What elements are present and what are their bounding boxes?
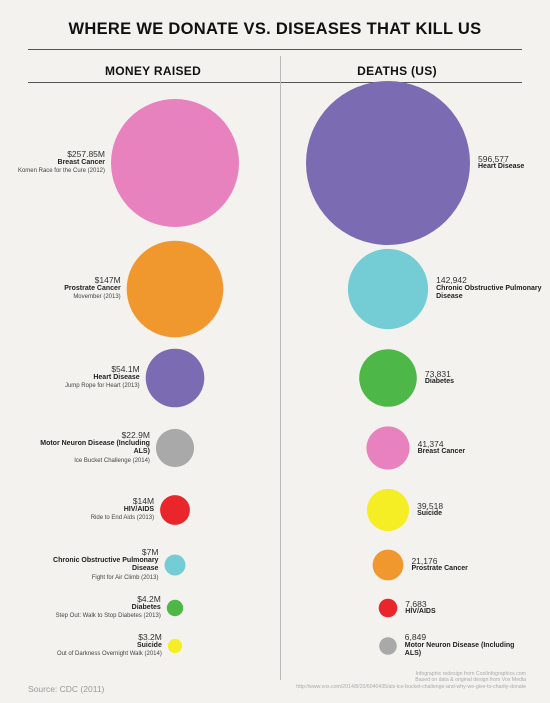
campaign-label: Fight for Air Climb (2013) <box>91 574 159 581</box>
money-bubble-1 <box>111 99 239 227</box>
deaths-label-1: 596,577 Heart Disease <box>478 153 550 172</box>
source-note: Source: CDC (2011) <box>28 684 105 694</box>
value-label: 596,577 <box>478 153 509 164</box>
value-label: 21,176 <box>411 555 438 566</box>
value-label: $7M <box>141 547 159 557</box>
value-label: $257.85M <box>67 149 105 159</box>
category-label: Breast Cancer <box>57 158 105 166</box>
deaths-bubble-3 <box>359 349 417 407</box>
deaths-bubble-6 <box>372 549 404 581</box>
money-bubble-7 <box>166 599 184 617</box>
campaign-label: Jump Rope for Heart (2013) <box>64 383 140 390</box>
value-label: 7,683 <box>405 598 427 609</box>
category-label: Diabetes <box>131 603 161 611</box>
money-label-1: $257.85M Breast Cancer Komen Race for the … <box>0 150 105 176</box>
money-bubble-8 <box>167 638 183 654</box>
money-bubble-6 <box>164 554 186 576</box>
value-label: $22.9M <box>121 430 150 440</box>
money-label-7: $4.2M Diabetes Step Out: Walk to Stop Diab… <box>43 595 161 621</box>
campaign-label: Ice Bucket Challenge (2014) <box>74 457 150 464</box>
deaths-bubble-1 <box>306 81 470 245</box>
deaths-label-4: 41,374 Breast Cancer <box>417 438 538 457</box>
main-title: WHERE WE DONATE VS. DISEASES THAT KILL U… <box>68 20 482 38</box>
deaths-label-2: 142,942 Chronic Obstructive Pulmonary Dis… <box>436 276 550 302</box>
value-label: $3.2M <box>138 632 162 642</box>
value-label: $14M <box>132 496 155 506</box>
credit-line-1: Infographic redesign from CoolInfographi… <box>415 671 526 677</box>
money-bubble-2 <box>126 240 224 338</box>
category-label: HIV/AIDS <box>405 608 436 616</box>
deaths-label-8: 6,849 Motor Neuron Disease (Including ALS… <box>405 633 525 659</box>
category-label: Chronic Obstructive Pulmonary Disease <box>436 284 542 301</box>
category-label: Chronic Obstructive Pulmonary Disease <box>53 556 159 573</box>
deaths-bubble-5 <box>366 488 410 532</box>
category-label: Suicide <box>136 641 162 649</box>
money-label-4: $22.9M Motor Neuron Disease (Including AL… <box>32 431 150 465</box>
deaths-heading: DEATHS (US) <box>357 64 437 78</box>
category-label: Breast Cancer <box>417 448 466 456</box>
money-bubble-4 <box>155 428 195 468</box>
money-label-5: $14M HIV/AIDS Ride to End Aids (2013) <box>36 497 154 523</box>
category-label: Suicide <box>417 510 442 518</box>
title-rule <box>28 49 522 50</box>
deaths-bubble-7 <box>378 598 398 618</box>
money-bubble-5 <box>160 495 190 525</box>
category-label: HIV/AIDS <box>123 505 155 513</box>
money-label-3: $54.1M Heart Disease Jump Rope for Heart (… <box>22 365 140 391</box>
value-label: $147M <box>94 275 121 285</box>
category-label: Prostrate Cancer <box>64 284 121 292</box>
deaths-bubble-2 <box>347 248 429 330</box>
credit-note: Infographic redesign from CoolInfographi… <box>226 671 526 690</box>
category-label: Heart Disease <box>478 163 525 171</box>
value-label: 39,518 <box>417 500 444 511</box>
category-label: Heart Disease <box>93 373 140 381</box>
value-label: $54.1M <box>111 364 140 374</box>
category-label: Motor Neuron Disease (Including ALS) <box>404 641 515 658</box>
money-raised-heading: MONEY RAISED <box>104 64 202 78</box>
value-label: 73,831 <box>424 368 451 379</box>
deaths-label-5: 39,518 Suicide <box>417 500 537 519</box>
value-label: $4.2M <box>137 594 161 604</box>
category-label: Diabetes <box>424 378 455 386</box>
campaign-label: Ride to End Aids (2013) <box>90 515 155 522</box>
deaths-label-7: 7,683 HIV/AIDS <box>405 598 525 617</box>
deaths-label-6: 21,176 Prostrate Cancer <box>411 555 531 574</box>
category-label: Prostrate Cancer <box>411 565 468 573</box>
column-divider <box>280 56 281 680</box>
credit-line-3: http://www.vox.com/2014/8/20/6040435/als… <box>296 683 526 690</box>
heading-rule <box>28 82 522 83</box>
campaign-label: Step Out: Walk to Stop Diabetes (2013) <box>55 613 161 620</box>
deaths-bubble-8 <box>379 637 397 655</box>
value-label: 6,849 <box>404 632 427 642</box>
money-label-6: $7M Chronic Obstructive Pulmonary Disease… <box>40 548 158 582</box>
deaths-bubble-4 <box>366 426 410 470</box>
money-bubble-3 <box>145 348 205 408</box>
deaths-label-3: 73,831 Diabetes <box>424 368 545 387</box>
money-label-8: $3.2M Suicide Out of Darkness Overnight Wa… <box>44 633 162 659</box>
campaign-label: Out of Darkness Overnight Walk (2014) <box>57 651 162 658</box>
credit-line-2: Based on data & original design from Vox… <box>415 677 526 684</box>
value-label: 41,374 <box>417 438 444 449</box>
value-label: 142,942 <box>436 275 467 285</box>
money-label-2: $147M Prostrate Cancer Movember (2013) <box>3 275 121 302</box>
campaign-label: Komen Race for the Cure (2012) <box>17 168 105 175</box>
campaign-label: Movember (2013) <box>73 294 121 301</box>
category-label: Motor Neuron Disease (Including ALS) <box>40 439 150 456</box>
